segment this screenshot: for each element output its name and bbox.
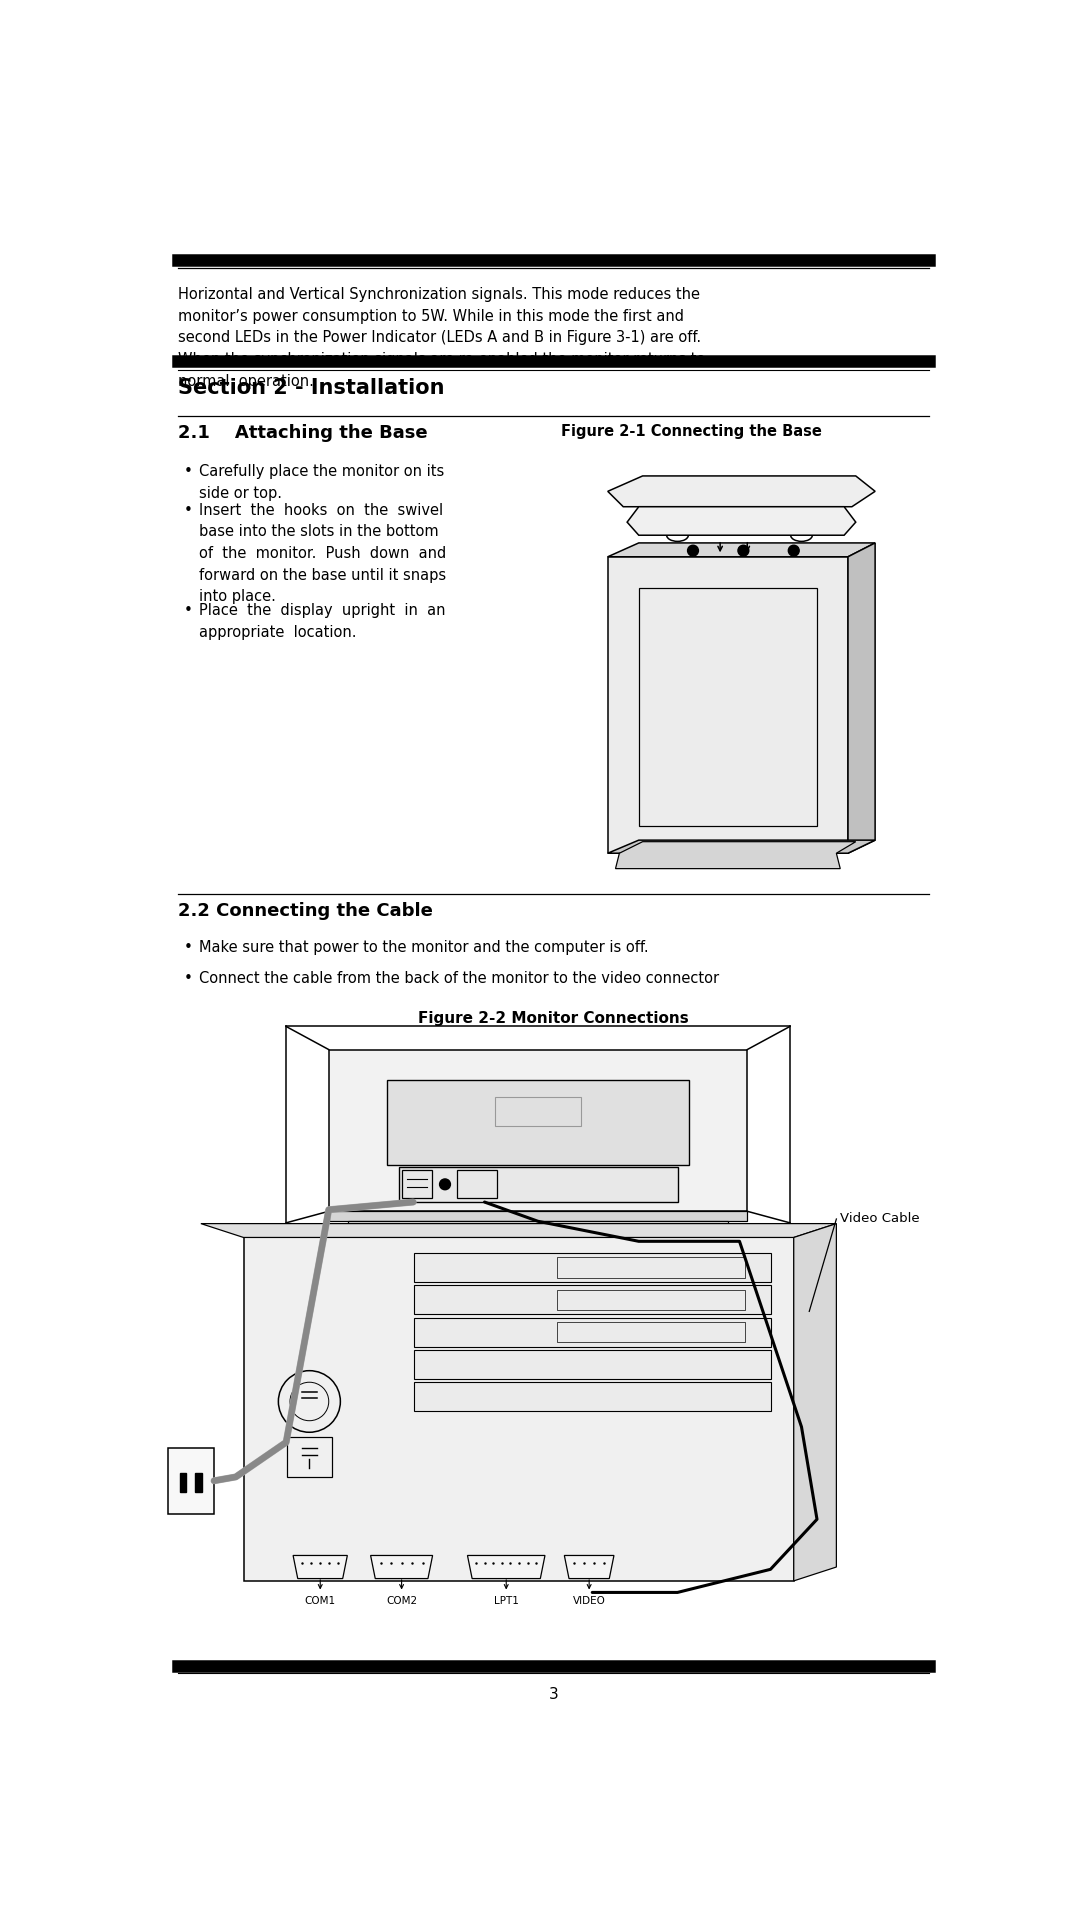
Bar <box>243 1238 794 1580</box>
Bar <box>608 556 848 854</box>
Bar <box>638 587 816 827</box>
Text: COM1: COM1 <box>305 1596 336 1605</box>
Text: Connect the cable from the back of the monitor to the video connector: Connect the cable from the back of the m… <box>200 972 719 985</box>
Text: •: • <box>184 972 192 985</box>
Polygon shape <box>608 543 875 556</box>
Bar <box>414 1252 770 1283</box>
Polygon shape <box>794 1223 836 1580</box>
Text: 2.1    Attaching the Base: 2.1 Attaching the Base <box>177 423 428 442</box>
Polygon shape <box>565 1555 613 1578</box>
Bar <box>496 1097 581 1126</box>
Bar <box>167 1449 214 1513</box>
Bar <box>399 1167 677 1202</box>
Bar <box>195 1472 202 1492</box>
Bar <box>348 1221 728 1238</box>
Text: COM2: COM2 <box>386 1596 417 1605</box>
Bar <box>414 1350 770 1379</box>
Polygon shape <box>608 475 875 506</box>
Bar <box>457 1171 497 1198</box>
Polygon shape <box>201 1223 836 1238</box>
Bar <box>556 1321 745 1343</box>
Text: 2.2 Connecting the Cable: 2.2 Connecting the Cable <box>177 902 432 920</box>
Text: •: • <box>184 502 192 518</box>
Text: Horizontal and Vertical Synchronization signals. This mode reduces the
monitor’s: Horizontal and Vertical Synchronization … <box>177 288 705 388</box>
Text: Video Cable: Video Cable <box>840 1213 920 1225</box>
Text: •: • <box>184 941 192 954</box>
Text: •: • <box>184 464 192 479</box>
Circle shape <box>788 545 799 556</box>
Text: •: • <box>184 603 192 618</box>
Circle shape <box>688 545 699 556</box>
Text: VIDEO: VIDEO <box>572 1596 606 1605</box>
Bar <box>403 1171 432 1198</box>
Polygon shape <box>848 543 875 854</box>
Bar <box>328 1049 747 1211</box>
Bar <box>414 1381 770 1412</box>
Polygon shape <box>293 1555 348 1578</box>
Bar <box>287 1437 332 1476</box>
Bar <box>556 1291 745 1310</box>
Polygon shape <box>370 1555 433 1578</box>
Bar <box>387 1080 689 1165</box>
Text: Section 2 - Installation: Section 2 - Installation <box>177 379 444 398</box>
Circle shape <box>738 545 748 556</box>
Polygon shape <box>468 1555 545 1578</box>
Bar <box>180 1472 186 1492</box>
Text: LPT1: LPT1 <box>494 1596 518 1605</box>
Polygon shape <box>627 506 855 535</box>
Bar <box>414 1318 770 1347</box>
Text: Insert  the  hooks  on  the  swivel
base into the slots in the bottom
of  the  m: Insert the hooks on the swivel base into… <box>200 502 446 605</box>
Text: Place  the  display  upright  in  an
appropriate  location.: Place the display upright in an appropri… <box>200 603 446 639</box>
Text: Carefully place the monitor on its
side or top.: Carefully place the monitor on its side … <box>200 464 445 500</box>
Text: 3: 3 <box>549 1687 558 1702</box>
Text: Figure 2-2 Monitor Connections: Figure 2-2 Monitor Connections <box>418 1010 689 1026</box>
Text: Make sure that power to the monitor and the computer is off.: Make sure that power to the monitor and … <box>200 941 649 954</box>
Polygon shape <box>608 840 875 854</box>
Text: Figure 2-1 Connecting the Base: Figure 2-1 Connecting the Base <box>562 423 822 439</box>
Bar <box>556 1258 745 1277</box>
Circle shape <box>440 1179 450 1190</box>
Polygon shape <box>616 842 855 869</box>
Bar <box>414 1285 770 1314</box>
Bar <box>328 1211 747 1221</box>
